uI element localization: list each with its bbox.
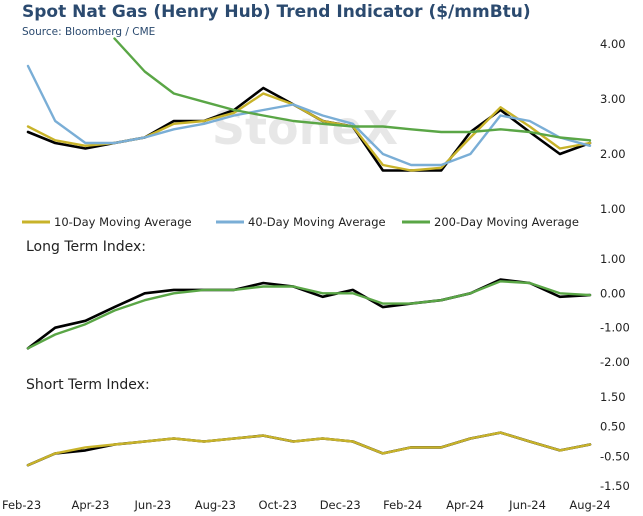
y-tick-label: -2.00 bbox=[600, 355, 630, 369]
chart-subtitle: Source: Bloomberg / CME bbox=[22, 26, 156, 38]
y-tick-label: 2.00 bbox=[600, 147, 626, 161]
series-line-ma10 bbox=[26, 431, 592, 467]
x-tick-label: Jun-24 bbox=[508, 498, 546, 512]
series-line-spot bbox=[26, 431, 592, 467]
series-line-40-day-moving-average bbox=[26, 64, 592, 167]
legend-label: 200-Day Moving Average bbox=[434, 215, 579, 229]
y-tick-label: 0.00 bbox=[600, 286, 626, 300]
y-tick-label: 4.00 bbox=[600, 37, 626, 51]
y-tick-label: 1.50 bbox=[600, 390, 626, 404]
chart-title: Spot Nat Gas (Henry Hub) Trend Indicator… bbox=[22, 2, 531, 22]
x-tick-label: Aug-24 bbox=[569, 498, 610, 512]
y-tick-label: 1.00 bbox=[600, 252, 626, 266]
panel-title: Long Term Index: bbox=[26, 239, 146, 255]
series-line-spot bbox=[26, 278, 592, 350]
x-tick-label: Apr-23 bbox=[71, 498, 109, 512]
legend-label: 40-Day Moving Average bbox=[248, 215, 386, 229]
series-layer bbox=[26, 37, 592, 467]
x-tick-label: Dec-23 bbox=[320, 498, 361, 512]
x-tick-label: Apr-24 bbox=[446, 498, 484, 512]
y-tick-label: -0.50 bbox=[600, 449, 630, 463]
series-line-ma200 bbox=[26, 280, 592, 350]
x-tick-label: Jun-23 bbox=[134, 498, 172, 512]
x-tick-label: Feb-24 bbox=[383, 498, 422, 512]
y-tick-label: 0.50 bbox=[600, 420, 626, 434]
y-tick-label: -1.50 bbox=[600, 479, 630, 493]
x-tick-label: Oct-23 bbox=[258, 498, 297, 512]
axes-layer: 1.00 2.00 3.00 4.00 Long Term Index: 1.00 0.00… bbox=[2, 37, 630, 512]
legend: 10-Day Moving Average 40-Day Moving Avera… bbox=[22, 215, 579, 229]
panel-title: Short Term Index: bbox=[26, 377, 150, 393]
series-line-200-day-moving-average bbox=[113, 37, 592, 142]
x-tick-label: Aug-23 bbox=[195, 498, 236, 512]
y-tick-label: 1.00 bbox=[600, 202, 626, 216]
x-tick-label: Feb-23 bbox=[2, 498, 41, 512]
y-tick-label: -1.00 bbox=[600, 321, 630, 335]
y-tick-label: 3.00 bbox=[600, 92, 626, 106]
legend-label: 10-Day Moving Average bbox=[54, 215, 192, 229]
